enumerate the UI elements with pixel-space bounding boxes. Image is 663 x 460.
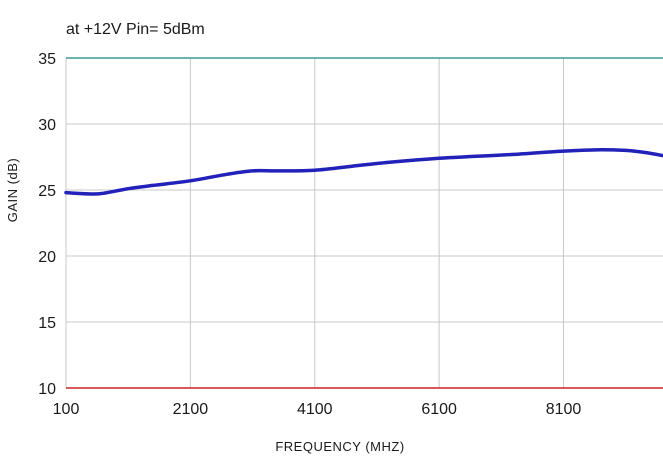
y-tick-20: 20 [38, 249, 56, 266]
x-axis-label: FREQUENCY (MHZ) [275, 439, 404, 454]
y-tick-15: 15 [38, 315, 56, 332]
series-line-0 [64, 147, 663, 196]
x-tick-2100: 2100 [173, 401, 209, 418]
chart-title: at +12V Pin= 5dBm [66, 21, 205, 38]
x-tick-labels: 100 2100 4100 6100 8100 [53, 401, 582, 418]
series-group [64, 147, 663, 196]
y-axis-label: GAIN (dB) [5, 158, 20, 222]
x-tick-4100: 4100 [297, 401, 333, 418]
x-tick-8100: 8100 [546, 401, 582, 418]
y-tick-35: 35 [38, 51, 56, 68]
reference-lines [66, 57, 663, 389]
y-tick-10: 10 [38, 381, 56, 398]
y-tick-30: 30 [38, 117, 56, 134]
y-tick-labels: 10 15 20 25 30 35 [38, 51, 56, 398]
grid [65, 58, 663, 388]
x-tick-6100: 6100 [421, 401, 457, 418]
y-tick-25: 25 [38, 183, 56, 200]
x-tick-100: 100 [53, 401, 80, 418]
